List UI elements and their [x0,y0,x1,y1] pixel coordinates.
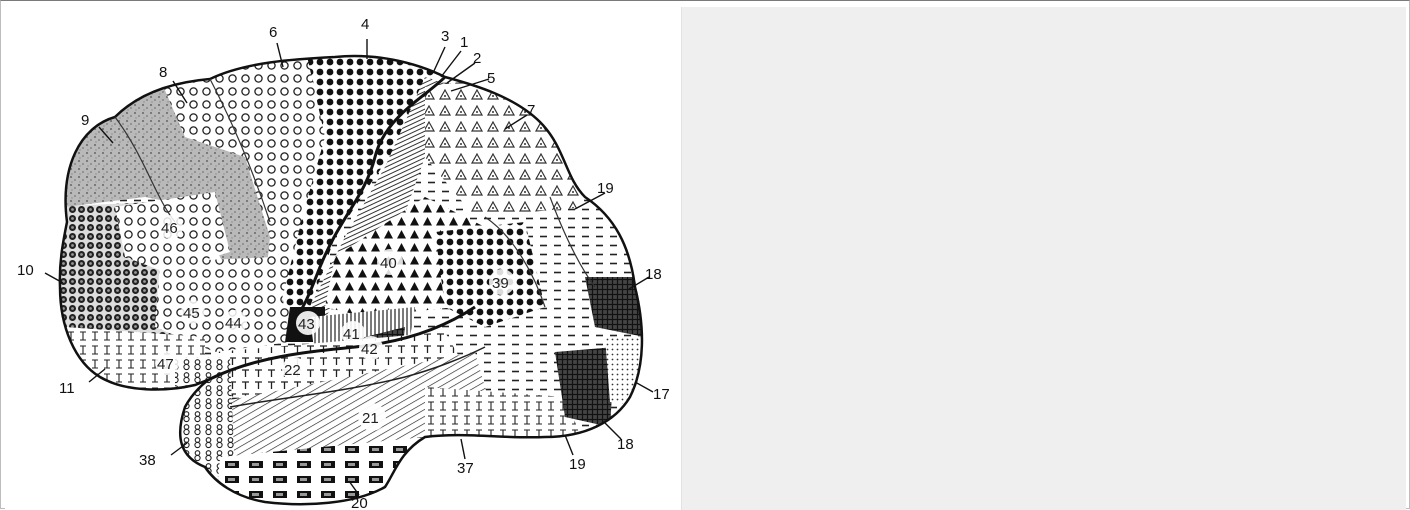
area-1-label: 1 [460,34,468,51]
area-18-lower-label: 18 [617,436,634,453]
area-38-label: 38 [139,452,156,469]
area-41-label: 41 [343,326,360,343]
area-22-label: 22 [284,362,301,379]
area-19-upper-label: 19 [597,180,614,197]
area-21-label: 21 [362,410,379,427]
area-17-label: 17 [653,386,670,403]
area-11-label: 11 [59,380,75,397]
area-44-label: 44 [225,315,242,332]
area-2-label: 2 [473,50,481,67]
area-5-label: 5 [487,70,495,87]
area-7-label: 7 [527,102,535,119]
area-10-label: 10 [17,262,34,279]
leader-lines [44,39,654,496]
inner-labels: 46 40 39 45 44 43 41 42 47 22 [155,215,515,431]
empty-side-panel [681,7,1406,510]
outer-labels: 6 4 3 1 2 5 7 8 9 10 11 19 18 17 18 19 3… [17,16,670,510]
area-46-label: 46 [161,220,178,237]
area-18-upper-label: 18 [645,266,662,283]
figure-panel: 46 40 39 45 44 43 41 42 47 22 [5,7,681,510]
area-40-label: 40 [380,255,397,272]
brain-area-diagram: 46 40 39 45 44 43 41 42 47 22 [17,16,670,510]
area-8-label: 8 [159,64,167,81]
area-6-label: 6 [269,24,277,41]
area-3-label: 3 [441,28,449,45]
area-19-lower-label: 19 [569,456,586,473]
area-45-label: 45 [183,305,200,322]
area-43-label: 43 [298,316,315,333]
area-20-label: 20 [351,495,368,510]
area-39-label: 39 [492,275,509,292]
area-4-label: 4 [361,16,369,33]
area-37-label: 37 [457,460,474,477]
area-42-label: 42 [361,341,378,358]
area-9-label: 9 [81,112,89,129]
area-47-label: 47 [157,356,174,373]
